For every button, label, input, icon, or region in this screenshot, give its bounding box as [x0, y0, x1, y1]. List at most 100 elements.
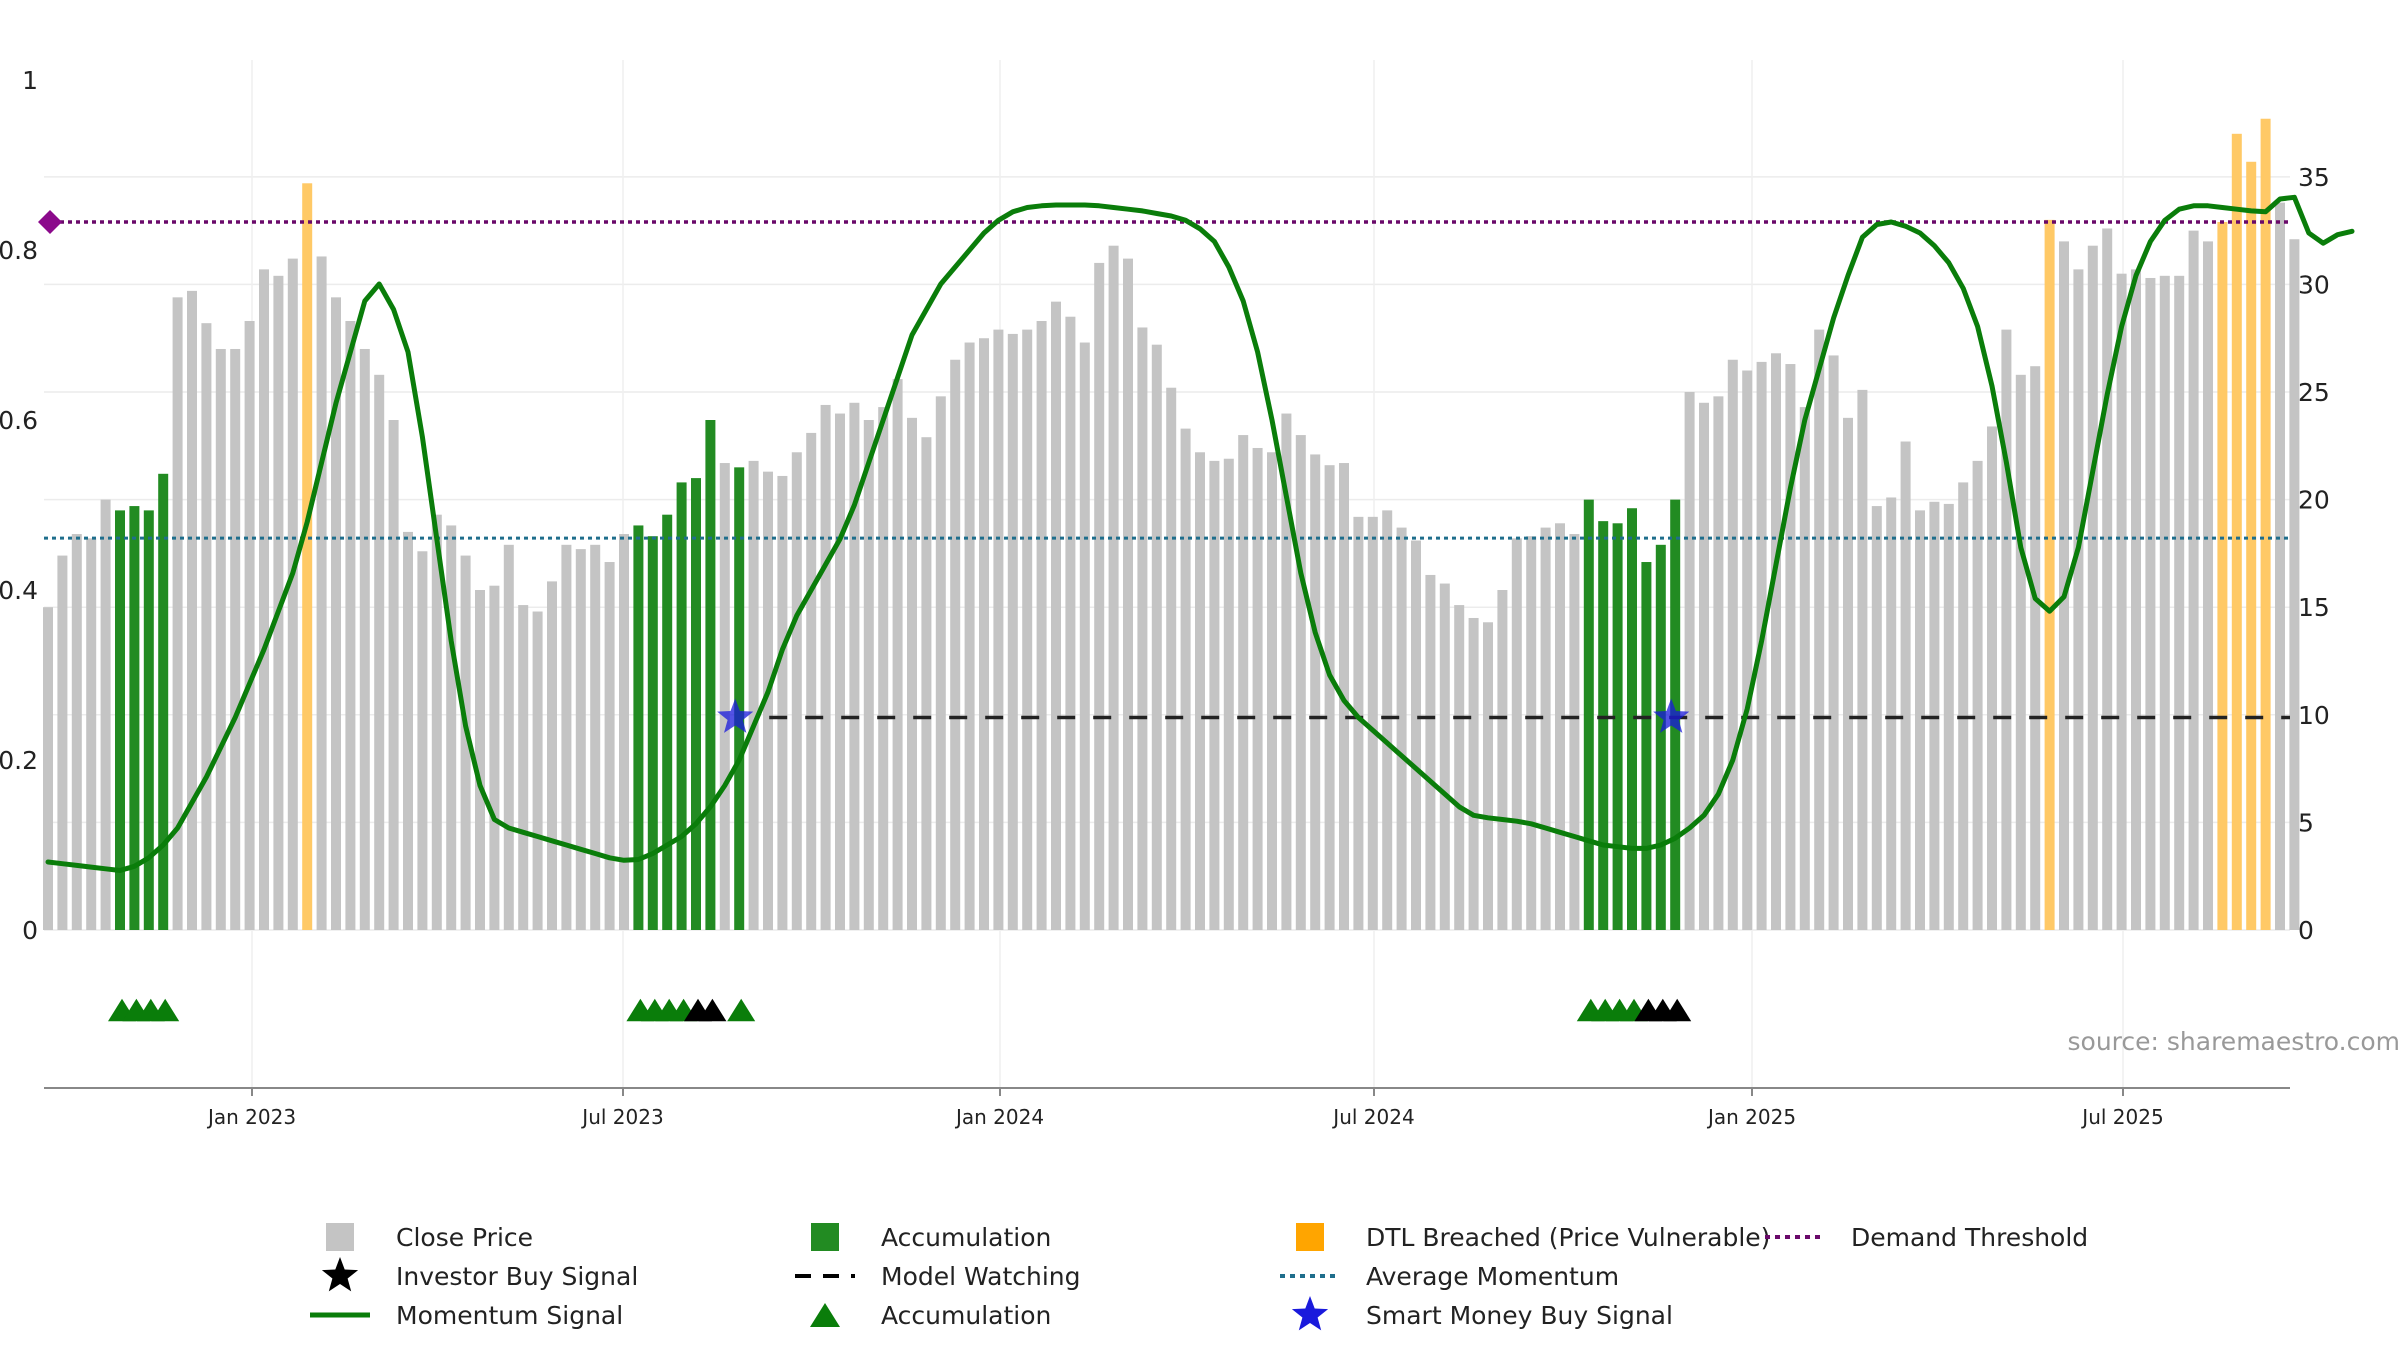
- y-right-tick-label: 25: [2298, 378, 2330, 407]
- close-price-bar: [1497, 590, 1508, 930]
- close-price-bar: [806, 432, 817, 930]
- close-price-bar: [460, 555, 471, 930]
- legend-label: Demand Threshold: [1851, 1223, 2088, 1252]
- close-price-bar: [993, 329, 1004, 930]
- close-price-bar: [273, 275, 284, 931]
- close-price-bar: [475, 590, 485, 930]
- close-price-bar: [446, 525, 457, 930]
- close-price-bar: [2087, 245, 2098, 931]
- close-price-bar: [2289, 239, 2300, 931]
- legend-label: Investor Buy Signal: [396, 1262, 638, 1291]
- close-price-bar: [1799, 407, 1810, 930]
- dtl-breached-bar: [2260, 118, 2271, 930]
- legend-item: Momentum Signal: [310, 1301, 623, 1330]
- dtl-breached-bar: [2217, 222, 2228, 930]
- close-price-bar: [763, 471, 773, 930]
- close-price-bar: [287, 258, 298, 930]
- legend-swatch-square: [1296, 1223, 1324, 1251]
- close-price-bar: [1151, 344, 1162, 930]
- close-price-bar: [201, 323, 212, 930]
- close-price-bar: [2275, 202, 2285, 931]
- close-price-bar: [1411, 540, 1421, 930]
- legend-label: Close Price: [396, 1223, 533, 1252]
- x-tick-label: Jan 2024: [954, 1105, 1044, 1129]
- close-price-bar: [1814, 329, 1825, 930]
- close-price-bar: [1396, 527, 1407, 930]
- close-price-bar: [1367, 516, 1378, 930]
- close-price-bar: [1425, 574, 1436, 930]
- close-price-bar: [1785, 364, 1796, 930]
- smart-money-buy-star: [1653, 698, 1690, 733]
- accumulation-bar: [1612, 523, 1623, 930]
- accumulation-bar: [734, 467, 745, 930]
- x-tick-label: Jan 2025: [1706, 1105, 1796, 1129]
- accumulation-triangle: [151, 998, 180, 1022]
- dtl-breached-bar: [302, 183, 313, 930]
- close-price-bar: [777, 475, 788, 930]
- close-price-bar: [935, 396, 946, 930]
- close-price-bar: [1699, 402, 1709, 931]
- y-right-tick-label: 5: [2298, 808, 2314, 837]
- legend-item: Close Price: [326, 1223, 533, 1252]
- reference-lines: [38, 209, 2290, 720]
- investor-triangle: [1663, 998, 1692, 1022]
- close-price-bar: [43, 607, 53, 930]
- close-price-bar: [374, 374, 385, 930]
- close-price-bar: [1281, 413, 1292, 930]
- x-tick-label: Jul 2024: [1331, 1105, 1414, 1129]
- momentum-signal-path: [45, 194, 2355, 873]
- accumulation-bar: [1583, 499, 1594, 930]
- y-left-tick-label: 0.4: [0, 576, 38, 605]
- y-right-tick-label: 35: [2298, 163, 2330, 192]
- close-price-bar: [2159, 275, 2170, 931]
- close-price-bars: [43, 118, 2300, 931]
- legend: Close Price Investor Buy Signal Momentum S…: [310, 1223, 2088, 1331]
- legend-item: Demand Threshold: [1765, 1223, 2088, 1252]
- close-price-bar: [820, 404, 831, 930]
- buy-signals: [717, 698, 1690, 733]
- close-price-bar: [431, 514, 442, 930]
- close-price-bar: [359, 348, 370, 931]
- close-price-bar: [921, 437, 932, 930]
- close-price-bar: [2001, 329, 2012, 930]
- accumulation-bar: [115, 510, 125, 930]
- legend-label: Accumulation: [881, 1223, 1051, 1252]
- close-price-bar: [503, 544, 514, 930]
- close-price-bar: [1900, 441, 1911, 930]
- close-price-bar: [1886, 497, 1897, 930]
- close-price-bar: [489, 585, 500, 930]
- x-tick-label: Jul 2023: [580, 1105, 663, 1129]
- close-price-bar: [604, 562, 615, 930]
- legend-label: DTL Breached (Price Vulnerable): [1366, 1223, 1770, 1252]
- close-price-bar: [1267, 452, 1277, 930]
- close-price-bar: [1483, 622, 1493, 930]
- close-price-bar: [187, 290, 197, 930]
- close-price-bar: [1223, 458, 1234, 930]
- close-price-bar: [1094, 262, 1105, 931]
- close-price-bar: [1727, 359, 1738, 930]
- close-price-bar: [1324, 465, 1335, 930]
- close-price-bar: [1439, 583, 1450, 930]
- close-price-bar: [388, 420, 399, 930]
- close-price-bar: [2116, 273, 2127, 930]
- close-price-bar: [230, 348, 241, 931]
- close-price-bar: [1310, 454, 1321, 930]
- close-price-bar: [2015, 374, 2026, 930]
- close-price-bar: [2059, 241, 2069, 931]
- close-price-bar: [907, 417, 917, 930]
- close-price-bar: [1079, 342, 1090, 931]
- accumulation-bar: [662, 514, 673, 930]
- legend-item: DTL Breached (Price Vulnerable): [1296, 1223, 1770, 1252]
- close-price-bar: [316, 256, 327, 930]
- close-price-bar: [1252, 447, 1263, 930]
- close-price-bar: [331, 297, 341, 930]
- close-price-bar: [2131, 269, 2141, 931]
- close-price-bar: [345, 321, 356, 930]
- accumulation-bar: [633, 525, 644, 930]
- close-price-bar: [57, 555, 68, 930]
- close-price-bar: [244, 321, 255, 930]
- close-price-bar: [1713, 396, 1724, 930]
- close-price-bar: [1022, 329, 1033, 930]
- momentum-signal-line: [45, 194, 2355, 873]
- close-price-bar: [748, 460, 759, 930]
